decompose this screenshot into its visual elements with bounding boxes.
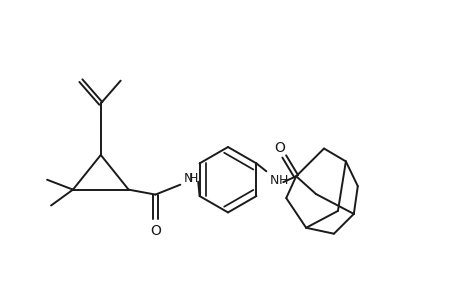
- Text: H: H: [278, 174, 287, 187]
- Text: H: H: [189, 172, 198, 185]
- Text: O: O: [150, 224, 161, 238]
- Text: N: N: [183, 172, 192, 185]
- Text: O: O: [273, 140, 284, 154]
- Text: N: N: [269, 174, 278, 187]
